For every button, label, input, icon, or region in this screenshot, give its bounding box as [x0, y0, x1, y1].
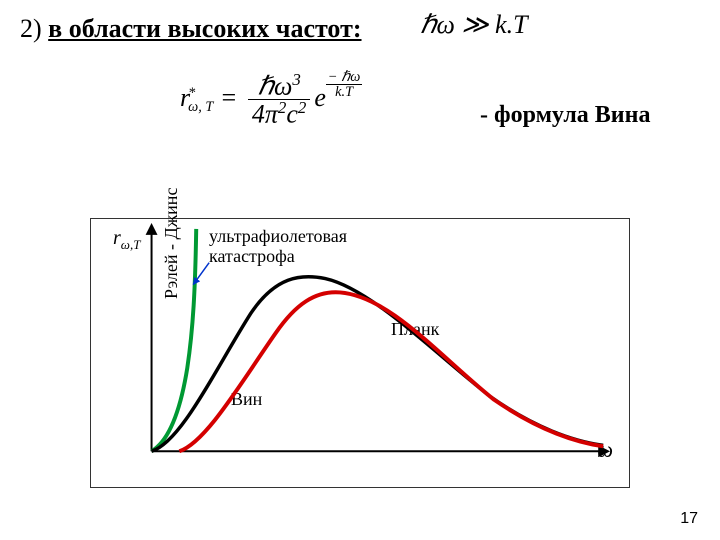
heading-number: 2)	[20, 14, 42, 43]
spectrum-graph: rω,T ω ультрафиолетовая катастрофа Рэлей…	[90, 218, 630, 488]
slide-number: 17	[680, 510, 698, 528]
formula-frac-left: ℏω34π2c2	[248, 72, 310, 128]
heading-text: в области высоких частот:	[48, 14, 361, 43]
formula-exponent: − ℏωk.T	[326, 70, 362, 100]
formula-lhs-supsub: *ω, T	[188, 86, 213, 115]
wien-formula: r*ω, T = ℏω34π2c2e− ℏωk.T	[180, 70, 362, 128]
graph-svg	[91, 219, 629, 487]
formula-eq: =	[213, 83, 244, 112]
frequency-condition: ℏω ≫ k.T	[420, 10, 528, 40]
slide: 2) в области высоких частот: ℏω ≫ k.T r*…	[0, 0, 720, 540]
heading: 2) в области высоких частот:	[20, 14, 362, 44]
wien-formula-caption: - формула Вина	[480, 102, 650, 129]
formula-e: e	[314, 83, 326, 112]
rayleigh-jeans-curve	[152, 229, 197, 451]
